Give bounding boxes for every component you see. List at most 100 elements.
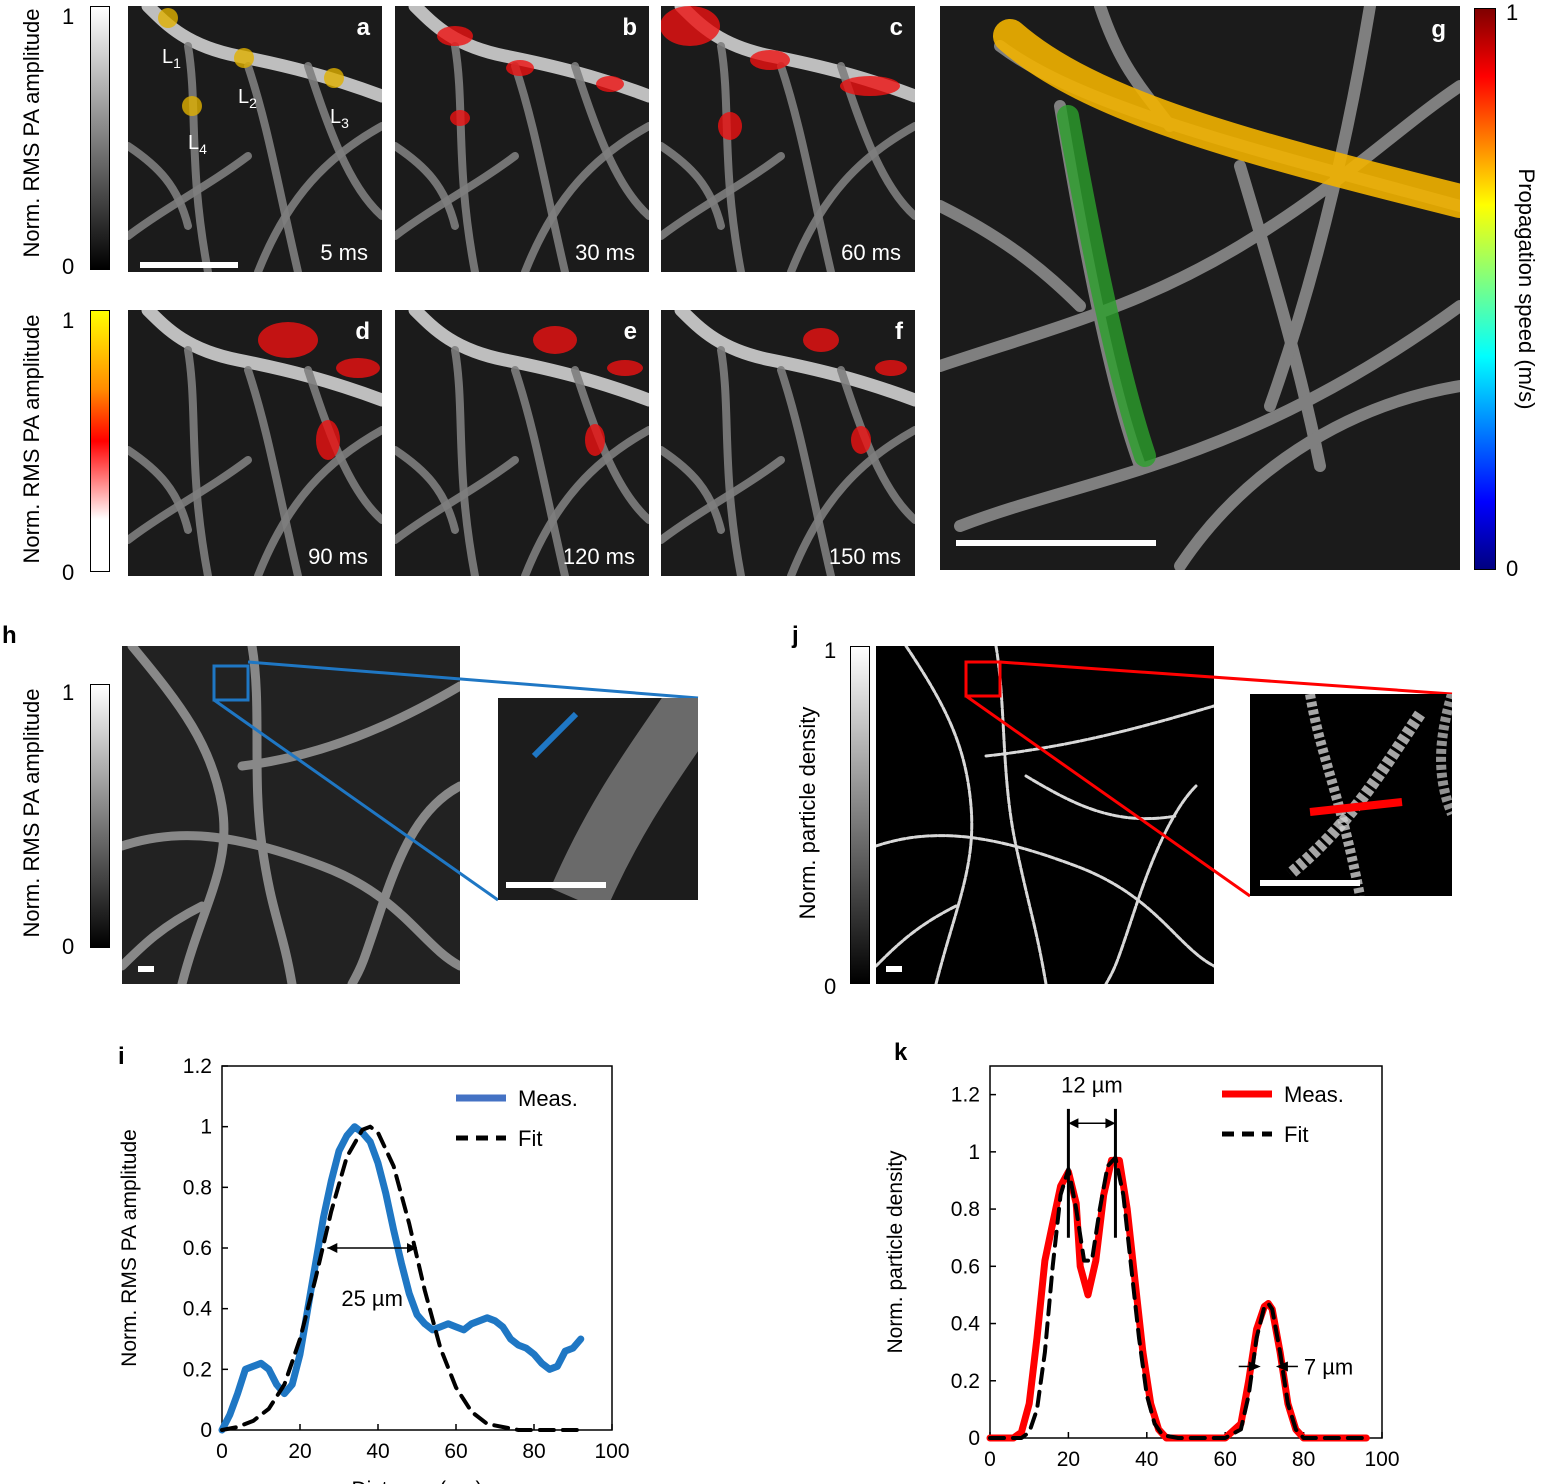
- x-tick-label: 80: [522, 1440, 545, 1463]
- panel-j-inset-vessel: [1286, 694, 1452, 896]
- location-marker: [158, 8, 178, 28]
- vessel-path: [304, 62, 382, 220]
- activation-spot: [718, 112, 742, 140]
- panel-b-letter: b: [622, 14, 637, 41]
- panel-e-time: 120 ms: [562, 544, 635, 569]
- y-tick-label: 0.6: [183, 1237, 212, 1260]
- y-tick-label: 1.2: [183, 1055, 212, 1078]
- panel-g-image: g: [940, 6, 1460, 570]
- panel-e-letter: e: [623, 318, 637, 345]
- chart-i: 0 20 40 60 80 100 0 0.2 0.4 0.6 0.8 1 1.2 Distance (µ…: [118, 1043, 630, 1484]
- vessel-path: [141, 310, 382, 407]
- x-axis-label: Distance (µm): [351, 1478, 482, 1484]
- vessel-path: [511, 366, 569, 576]
- panel-c-time: 60 ms: [841, 240, 901, 265]
- vessel-path: [521, 426, 649, 576]
- activation-spot: [840, 76, 900, 96]
- vessel-path: [717, 42, 745, 272]
- panel-h-letter: h: [2, 622, 17, 649]
- panel-a-scale-bar: [140, 262, 238, 268]
- fit-line: [988, 1155, 1369, 1440]
- vessel-path: [521, 122, 649, 272]
- arrow-head-right: [1105, 1118, 1116, 1129]
- panel-a-letter: a: [356, 14, 370, 41]
- vessel-path: [128, 446, 192, 534]
- activation-spot: [437, 26, 473, 46]
- vessel-path: [571, 366, 649, 524]
- panel-j-scale-bar: [886, 966, 902, 972]
- y-tick-label: 0.6: [951, 1255, 980, 1278]
- x-tick-label: 20: [288, 1440, 311, 1463]
- location-label: L2: [238, 86, 257, 111]
- vessel-path: [184, 346, 212, 576]
- panel-b-vessels: [395, 6, 649, 272]
- vessel-path: [254, 122, 382, 272]
- y-axis-label: Norm. particle density: [884, 1150, 907, 1354]
- x-tick-label: 60: [444, 1440, 467, 1463]
- location-label: L3: [330, 106, 349, 131]
- y-tick-label: 0.2: [183, 1358, 212, 1381]
- panel-f-vessels: [661, 310, 915, 576]
- colorbar-jet-min: 0: [1506, 556, 1519, 581]
- vessel-path: [128, 152, 252, 240]
- vessel-path: [244, 366, 302, 576]
- y-tick-label: 1: [200, 1116, 212, 1139]
- panel-a-image: L1 L2 L3 L4 a 5 ms: [128, 6, 382, 272]
- y-tick-label: 0.8: [951, 1198, 980, 1221]
- activation-spot: [533, 326, 577, 354]
- panel-f-letter: f: [895, 318, 903, 345]
- activation-spot: [875, 360, 907, 376]
- vessel-path: [661, 152, 785, 240]
- colorbar-gray-h: [90, 684, 110, 948]
- x-tick-label: 40: [366, 1440, 389, 1463]
- vessel-path: [837, 366, 915, 524]
- x-tick-label: 20: [1057, 1448, 1080, 1471]
- measured-line: [986, 1156, 1370, 1442]
- arrow-head-right: [407, 1243, 417, 1253]
- panel-f-time: 150 ms: [828, 544, 901, 569]
- arrow-head-left: [327, 1243, 338, 1253]
- vessel-path: [395, 446, 459, 534]
- vessel-path: [395, 152, 519, 240]
- legend-fit-label: Fit: [518, 1126, 542, 1151]
- activation-spot: [596, 76, 624, 92]
- arrow-head-left: [1068, 1118, 1079, 1129]
- panel-h-inset: [498, 698, 698, 900]
- vessel-path: [511, 62, 569, 272]
- colorbar-hot: [90, 310, 110, 572]
- location-label: L4: [188, 132, 207, 157]
- x-tick-label: 100: [594, 1440, 629, 1463]
- arrow-7um-left: [1248, 1361, 1261, 1372]
- vessel-path: [128, 142, 192, 230]
- panel-g-vessels: [940, 6, 1460, 570]
- vessel-path: [304, 366, 382, 524]
- vessel-path: [661, 142, 725, 230]
- width-annotation: 7 µm: [1304, 1354, 1353, 1379]
- panel-d-letter: d: [355, 318, 370, 345]
- vessel-path: [661, 446, 725, 534]
- colorbar-jet: [1474, 8, 1496, 570]
- location-marker: [234, 48, 254, 68]
- arrow-7um-right: [1275, 1361, 1288, 1372]
- panel-b-image: b 30 ms: [395, 6, 649, 272]
- colorbar-hot-max: 1: [62, 308, 75, 333]
- legend-meas-label: Meas.: [518, 1086, 578, 1111]
- panel-e-vessels: [395, 310, 649, 576]
- activation-spot: [258, 322, 318, 358]
- measured-line: [218, 1123, 585, 1434]
- y-tick-label: 0: [968, 1427, 980, 1450]
- vessel-path: [787, 426, 915, 576]
- colorbar-gray-top-min: 0: [62, 254, 75, 279]
- colorbar-hot-min: 0: [62, 560, 75, 585]
- colorbar-jet-max: 1: [1506, 0, 1519, 25]
- panel-k-letter: k: [894, 1039, 908, 1066]
- vessel-path: [777, 62, 835, 272]
- location-marker: [182, 96, 202, 116]
- panel-c-letter: c: [889, 14, 903, 41]
- vessel-path: [661, 456, 785, 544]
- panel-a-time: 5 ms: [320, 240, 368, 265]
- vessel-path: [408, 310, 649, 407]
- activation-spot: [506, 60, 534, 76]
